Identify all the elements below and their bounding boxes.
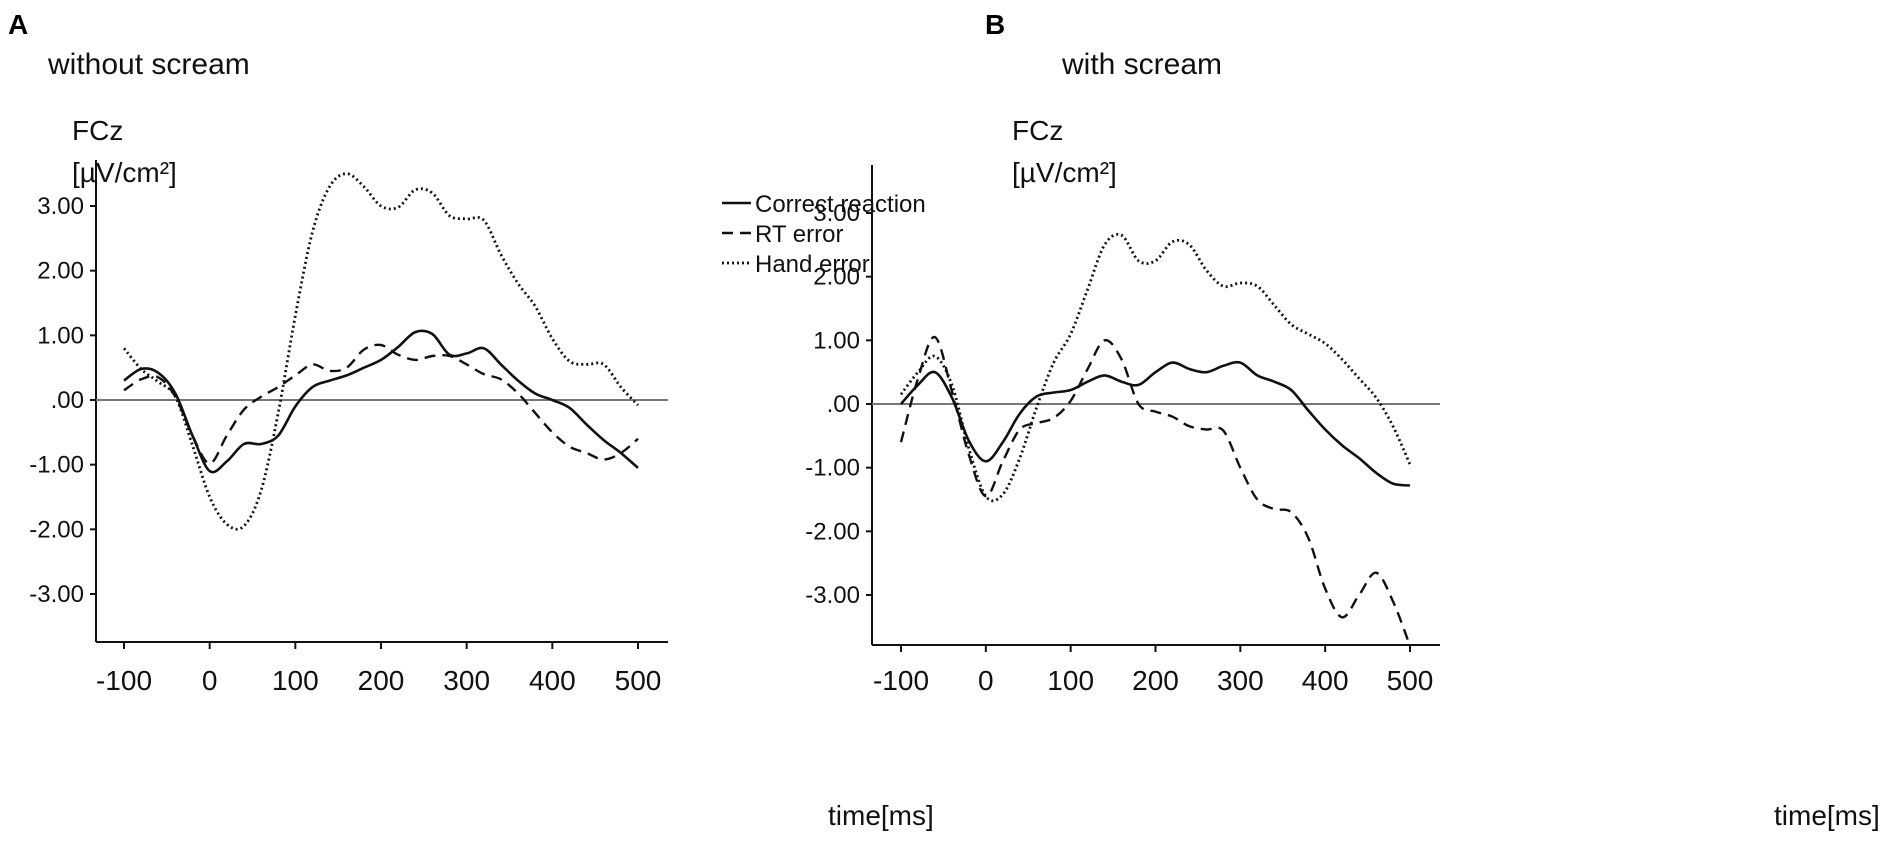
- panel-a-xtick-label: 100: [272, 665, 319, 696]
- panel-a-series-rt-error: [123, 343, 639, 465]
- panel-a-ytick-label: -1.00: [29, 452, 84, 479]
- panel-a-xtick-label: 400: [529, 665, 576, 696]
- legend-rt-error-label: RT error: [755, 221, 843, 248]
- panel-a-ytick-label: 3.00: [37, 193, 84, 220]
- panel-b-xtick-label: -100: [873, 665, 929, 696]
- panel-a-xtick-label: 500: [615, 665, 662, 696]
- panel-b-xtick-label: 200: [1132, 665, 1179, 696]
- panel-a-xtick-label: -100: [96, 665, 152, 696]
- panel-b-ylabel-line2: [µV/cm²]: [1012, 157, 1117, 188]
- panel-a-ylabel-line2: [µV/cm²]: [72, 157, 177, 188]
- panel-b-label: B: [985, 9, 1005, 40]
- panel-b-ytick-label: -1.00: [805, 455, 860, 482]
- panel-a-ytick-label: 1.00: [37, 322, 84, 349]
- legend-correct-reaction-label: Correct reaction: [755, 191, 926, 218]
- panel-a-ytick-label: -2.00: [29, 516, 84, 543]
- panel-b-xlabel: time[ms]: [1774, 800, 1880, 831]
- panel-a-ytick-label: .00: [51, 387, 84, 414]
- panel-b-ytick-label: 1.00: [813, 327, 860, 354]
- panel-a-ylabel-line1: FCz: [72, 115, 123, 146]
- panel-a-ytick-label: -3.00: [29, 581, 84, 608]
- panel-b-plot: 3.00 2.00 1.00 .00 -1.00 -2.00 -3.00 -100 0 100 20…: [805, 165, 1440, 696]
- panel-a-xtick-label: 300: [443, 665, 490, 696]
- panel-a-xtick-label: 200: [358, 665, 405, 696]
- panel-b-ytick-label: 2.00: [813, 264, 860, 291]
- panel-a-xtick-label: 0: [202, 665, 218, 696]
- panel-b: B with scream FCz [µV/cm²] time[ms] 3.00…: [805, 9, 1879, 831]
- panel-b-ytick-label: 3.00: [813, 200, 860, 227]
- panel-a-label: A: [8, 9, 28, 40]
- panel-b-title: with scream: [1061, 48, 1222, 81]
- panel-a-title: without scream: [47, 48, 250, 81]
- panel-b-xtick-label: 400: [1302, 665, 1349, 696]
- panel-b-series-rt-error: [899, 335, 1412, 647]
- panel-a: A without scream FCz [µV/cm²] time[ms] C…: [8, 9, 934, 831]
- panel-b-xtick-label: 500: [1387, 665, 1434, 696]
- panel-b-ytick-label: -3.00: [805, 582, 860, 609]
- panel-b-ytick-label: -2.00: [805, 518, 860, 545]
- panel-b-ytick-label: .00: [827, 391, 860, 418]
- legend-hand-error-label: Hand error: [755, 251, 870, 278]
- panel-b-series-hand-error: [899, 232, 1412, 503]
- panel-b-xtick-label: 0: [978, 665, 994, 696]
- panel-a-series-correct-reaction: [123, 329, 639, 474]
- panel-a-ytick-label: 2.00: [37, 258, 84, 285]
- panel-a-xlabel: time[ms]: [828, 800, 934, 831]
- panel-b-ylabel-line1: FCz: [1012, 115, 1063, 146]
- legend: Correct reaction RT error Hand error: [722, 191, 926, 278]
- panel-b-xtick-label: 100: [1047, 665, 1094, 696]
- panel-a-series-hand-error: [122, 172, 640, 531]
- panel-b-xtick-label: 300: [1217, 665, 1264, 696]
- panel-a-plot: 3.00 2.00 1.00 .00 -1.00 -2.00 -3.00 -100 0 100 20…: [29, 160, 668, 696]
- panel-b-series-correct-reaction: [900, 360, 1411, 487]
